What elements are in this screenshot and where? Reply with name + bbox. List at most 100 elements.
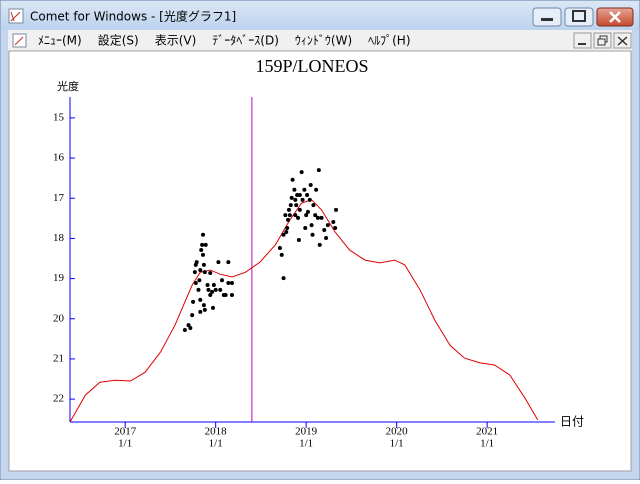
observation-point: [281, 276, 286, 281]
observation-point: [334, 207, 339, 212]
minimize-button[interactable]: [532, 7, 562, 27]
observation-point: [188, 325, 193, 330]
observation-point: [309, 223, 314, 228]
menu-item[interactable]: ﾒﾆｭｰ(M): [38, 34, 82, 48]
observation-point: [202, 307, 207, 312]
y-tick-label: 18: [53, 232, 65, 244]
menu-icon[interactable]: [12, 33, 27, 48]
observation-point: [286, 217, 291, 222]
observation-point: [285, 225, 290, 230]
close-button[interactable]: [596, 7, 634, 27]
observation-point: [196, 287, 201, 292]
x-tick-label: 2018: [205, 426, 228, 438]
x-tick-sublabel: 1/1: [209, 438, 223, 450]
x-tick-sublabel: 1/1: [118, 438, 132, 450]
observation-point: [202, 270, 207, 275]
observation-point: [292, 187, 297, 192]
observation-point: [297, 193, 302, 198]
observation-point: [218, 287, 223, 292]
observation-point: [203, 242, 208, 247]
observation-point: [198, 297, 203, 302]
observation-point: [287, 213, 292, 218]
observation-point: [220, 278, 225, 283]
observation-point: [205, 283, 210, 288]
chart-title: 159P/LONEOS: [255, 56, 368, 76]
observation-point: [289, 195, 294, 200]
observation-point: [288, 203, 293, 208]
predicted-curve: [69, 199, 539, 423]
observation-point: [305, 193, 310, 198]
observation-point: [210, 305, 215, 310]
maximize-button[interactable]: [564, 7, 594, 27]
observation-point: [193, 281, 198, 286]
observation-point: [229, 293, 234, 298]
observation-point: [208, 270, 213, 275]
y-tick-label: 22: [53, 393, 64, 405]
y-tick-label: 19: [53, 272, 65, 284]
chart-area: [8, 50, 632, 472]
observation-point: [311, 203, 316, 208]
child-buttons: [573, 32, 632, 49]
observation-point: [210, 289, 215, 294]
observation-point: [331, 219, 336, 224]
observation-point: [296, 238, 301, 243]
y-tick-label: 17: [53, 192, 65, 204]
menu-item[interactable]: 設定(S): [98, 33, 139, 48]
y-tick-label: 16: [53, 152, 65, 164]
menu-item[interactable]: ｳｨﾝﾄﾞｳ(W): [295, 34, 352, 48]
child-close[interactable]: [613, 32, 632, 49]
observation-point: [303, 225, 308, 230]
y-tick-label: 21: [53, 352, 64, 364]
observation-point: [191, 299, 196, 304]
x-tick-sublabel: 1/1: [480, 438, 494, 450]
observation-point: [223, 293, 228, 298]
observation-point: [315, 215, 320, 220]
observation-point: [213, 287, 218, 292]
observation-point: [305, 209, 310, 214]
observation-point: [201, 232, 206, 237]
observation-point: [293, 213, 298, 218]
observation-point: [201, 252, 206, 257]
observation-point: [307, 197, 312, 202]
observation-point: [313, 213, 318, 218]
x-tick-sublabel: 1/1: [390, 438, 404, 450]
menu-item[interactable]: ﾍﾙﾌﾟ(H): [368, 34, 410, 48]
observation-point: [296, 215, 301, 220]
observation-point: [297, 207, 302, 212]
observation-point: [314, 187, 319, 192]
observation-point: [226, 260, 231, 265]
observation-point: [197, 278, 202, 283]
observation-point: [200, 242, 205, 247]
chart: 159P/LONEOS 光度 日付 151617181920212220171/…: [53, 56, 584, 449]
app-icon: [8, 8, 24, 24]
observation-point: [194, 260, 199, 265]
window-title: Comet for Windows - [光度グラフ1]: [30, 9, 236, 24]
observation-point: [286, 207, 291, 212]
observation-point: [206, 287, 211, 292]
observation-point: [192, 270, 197, 275]
menu-items: ﾒﾆｭｰ(M) 設定(S) 表示(V) ﾃﾞｰﾀﾍﾞｰｽ(D) ｳｨﾝﾄﾞｳ(W) ﾍﾙﾌ…: [38, 33, 411, 48]
x-tick-label: 2019: [295, 426, 318, 438]
observation-point: [283, 213, 288, 218]
observation-point: [208, 293, 213, 298]
y-tick-label: 20: [53, 312, 65, 324]
observation-point: [226, 281, 231, 286]
observation-point: [319, 215, 324, 220]
observation-point: [229, 281, 234, 286]
child-minimize[interactable]: [573, 32, 592, 49]
observation-point: [199, 248, 204, 253]
observation-point: [190, 313, 195, 318]
observation-point: [201, 262, 206, 267]
observation-point: [216, 260, 221, 265]
observation-point: [310, 232, 315, 237]
child-restore[interactable]: [593, 32, 612, 49]
observation-point: [299, 170, 304, 175]
observation-point: [198, 268, 203, 273]
menu-item[interactable]: 表示(V): [155, 34, 197, 48]
menu-item[interactable]: ﾃﾞｰﾀﾍﾞｰｽ(D): [212, 34, 279, 48]
x-tick-label: 2021: [476, 426, 498, 438]
observation-point: [333, 225, 338, 230]
observation-point: [211, 283, 216, 288]
observation-point: [302, 187, 307, 192]
